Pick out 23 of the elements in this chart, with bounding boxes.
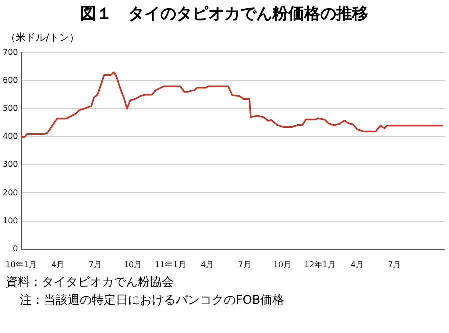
x-tick-label: 7月 <box>238 260 252 270</box>
x-tick-label: 7月 <box>388 260 402 270</box>
y-tick-label: 600 <box>2 76 18 85</box>
x-tick-label: 4月 <box>201 260 214 270</box>
text: 資料：タイタピオカでん粉協会 <box>6 274 175 291</box>
text: 注：当該週の特定日におけるバンコクのFOB価格 <box>20 292 286 309</box>
x-tick-label: 4月 <box>52 260 65 270</box>
chart-title: 図１ タイのタピオカでん粉価格の推移 <box>80 3 370 25</box>
y-tick-label: 0 <box>13 244 18 254</box>
y-tick-label: 300 <box>2 160 18 170</box>
x-tick-label: 10年1月 <box>6 260 37 270</box>
y-axis-title: （米ドル/トン） <box>6 32 80 45</box>
y-tick-label: 400 <box>2 132 18 142</box>
x-tick-label: 7月 <box>88 260 102 270</box>
x-tick-label: 10月 <box>273 260 292 270</box>
y-tick-label: 700 <box>2 48 18 57</box>
x-tick-label: 10月 <box>124 260 142 270</box>
y-tick-label: 200 <box>2 188 18 198</box>
x-tick-label: 12年1月 <box>304 260 336 270</box>
x-tick-label: 11年1月 <box>155 260 186 270</box>
y-tick-label: 500 <box>2 104 18 114</box>
x-tick-label: 4月 <box>350 260 364 270</box>
y-tick-label: 100 <box>2 216 18 226</box>
